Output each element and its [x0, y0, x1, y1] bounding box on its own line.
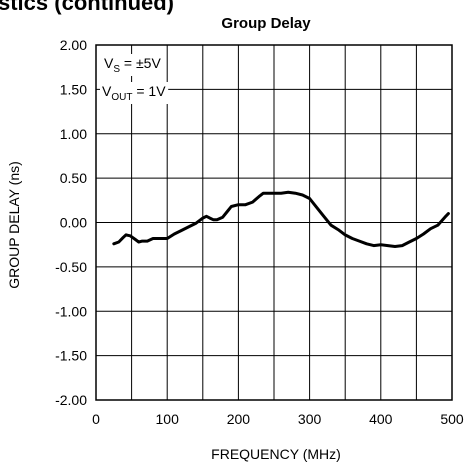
y-tick-label: 2.00 [60, 37, 87, 53]
section-header-fragment: stics (continued) [0, 0, 175, 15]
y-tick-label: -1.50 [55, 348, 87, 364]
grid-lines [96, 45, 452, 400]
x-tick-label: 400 [369, 411, 393, 427]
y-tick-label: -1.00 [55, 303, 87, 319]
x-tick-label: 300 [298, 411, 322, 427]
annotation: VOUT = 1V [100, 82, 169, 104]
y-tick-label: 0.50 [60, 170, 87, 186]
annotation-text: VS = ±5V [104, 55, 161, 75]
x-tick-label: 0 [92, 411, 100, 427]
y-tick-label: 0.00 [60, 215, 87, 231]
x-tick-label: 200 [227, 411, 251, 427]
y-tick-labels: 2.00 1.50 1.00 0.50 0.00 -0.50 -1.00 -1.50 -2.00 [55, 37, 87, 408]
x-tick-label: 100 [156, 411, 180, 427]
x-tick-label: 500 [440, 411, 464, 427]
y-tick-label: 1.50 [60, 81, 87, 97]
annotations: VS = ±5V VOUT = 1V [100, 54, 169, 104]
x-tick-labels: 0 100 200 300 400 500 [92, 411, 464, 427]
y-tick-label: -2.00 [55, 392, 87, 408]
y-axis-label: GROUP DELAY (ns) [6, 161, 22, 289]
annotation-text: VOUT = 1V [102, 83, 166, 103]
chart-title: Group Delay [221, 15, 311, 32]
y-tick-label: 1.00 [60, 126, 87, 142]
annotation: VS = ±5V [102, 54, 164, 76]
y-tick-label: -0.50 [55, 259, 87, 275]
annotation-background [100, 82, 169, 104]
x-axis-label: FREQUENCY (MHz) [211, 446, 341, 462]
annotation-background [102, 54, 164, 76]
plot-frame [95, 44, 453, 401]
series-line [112, 190, 450, 248]
